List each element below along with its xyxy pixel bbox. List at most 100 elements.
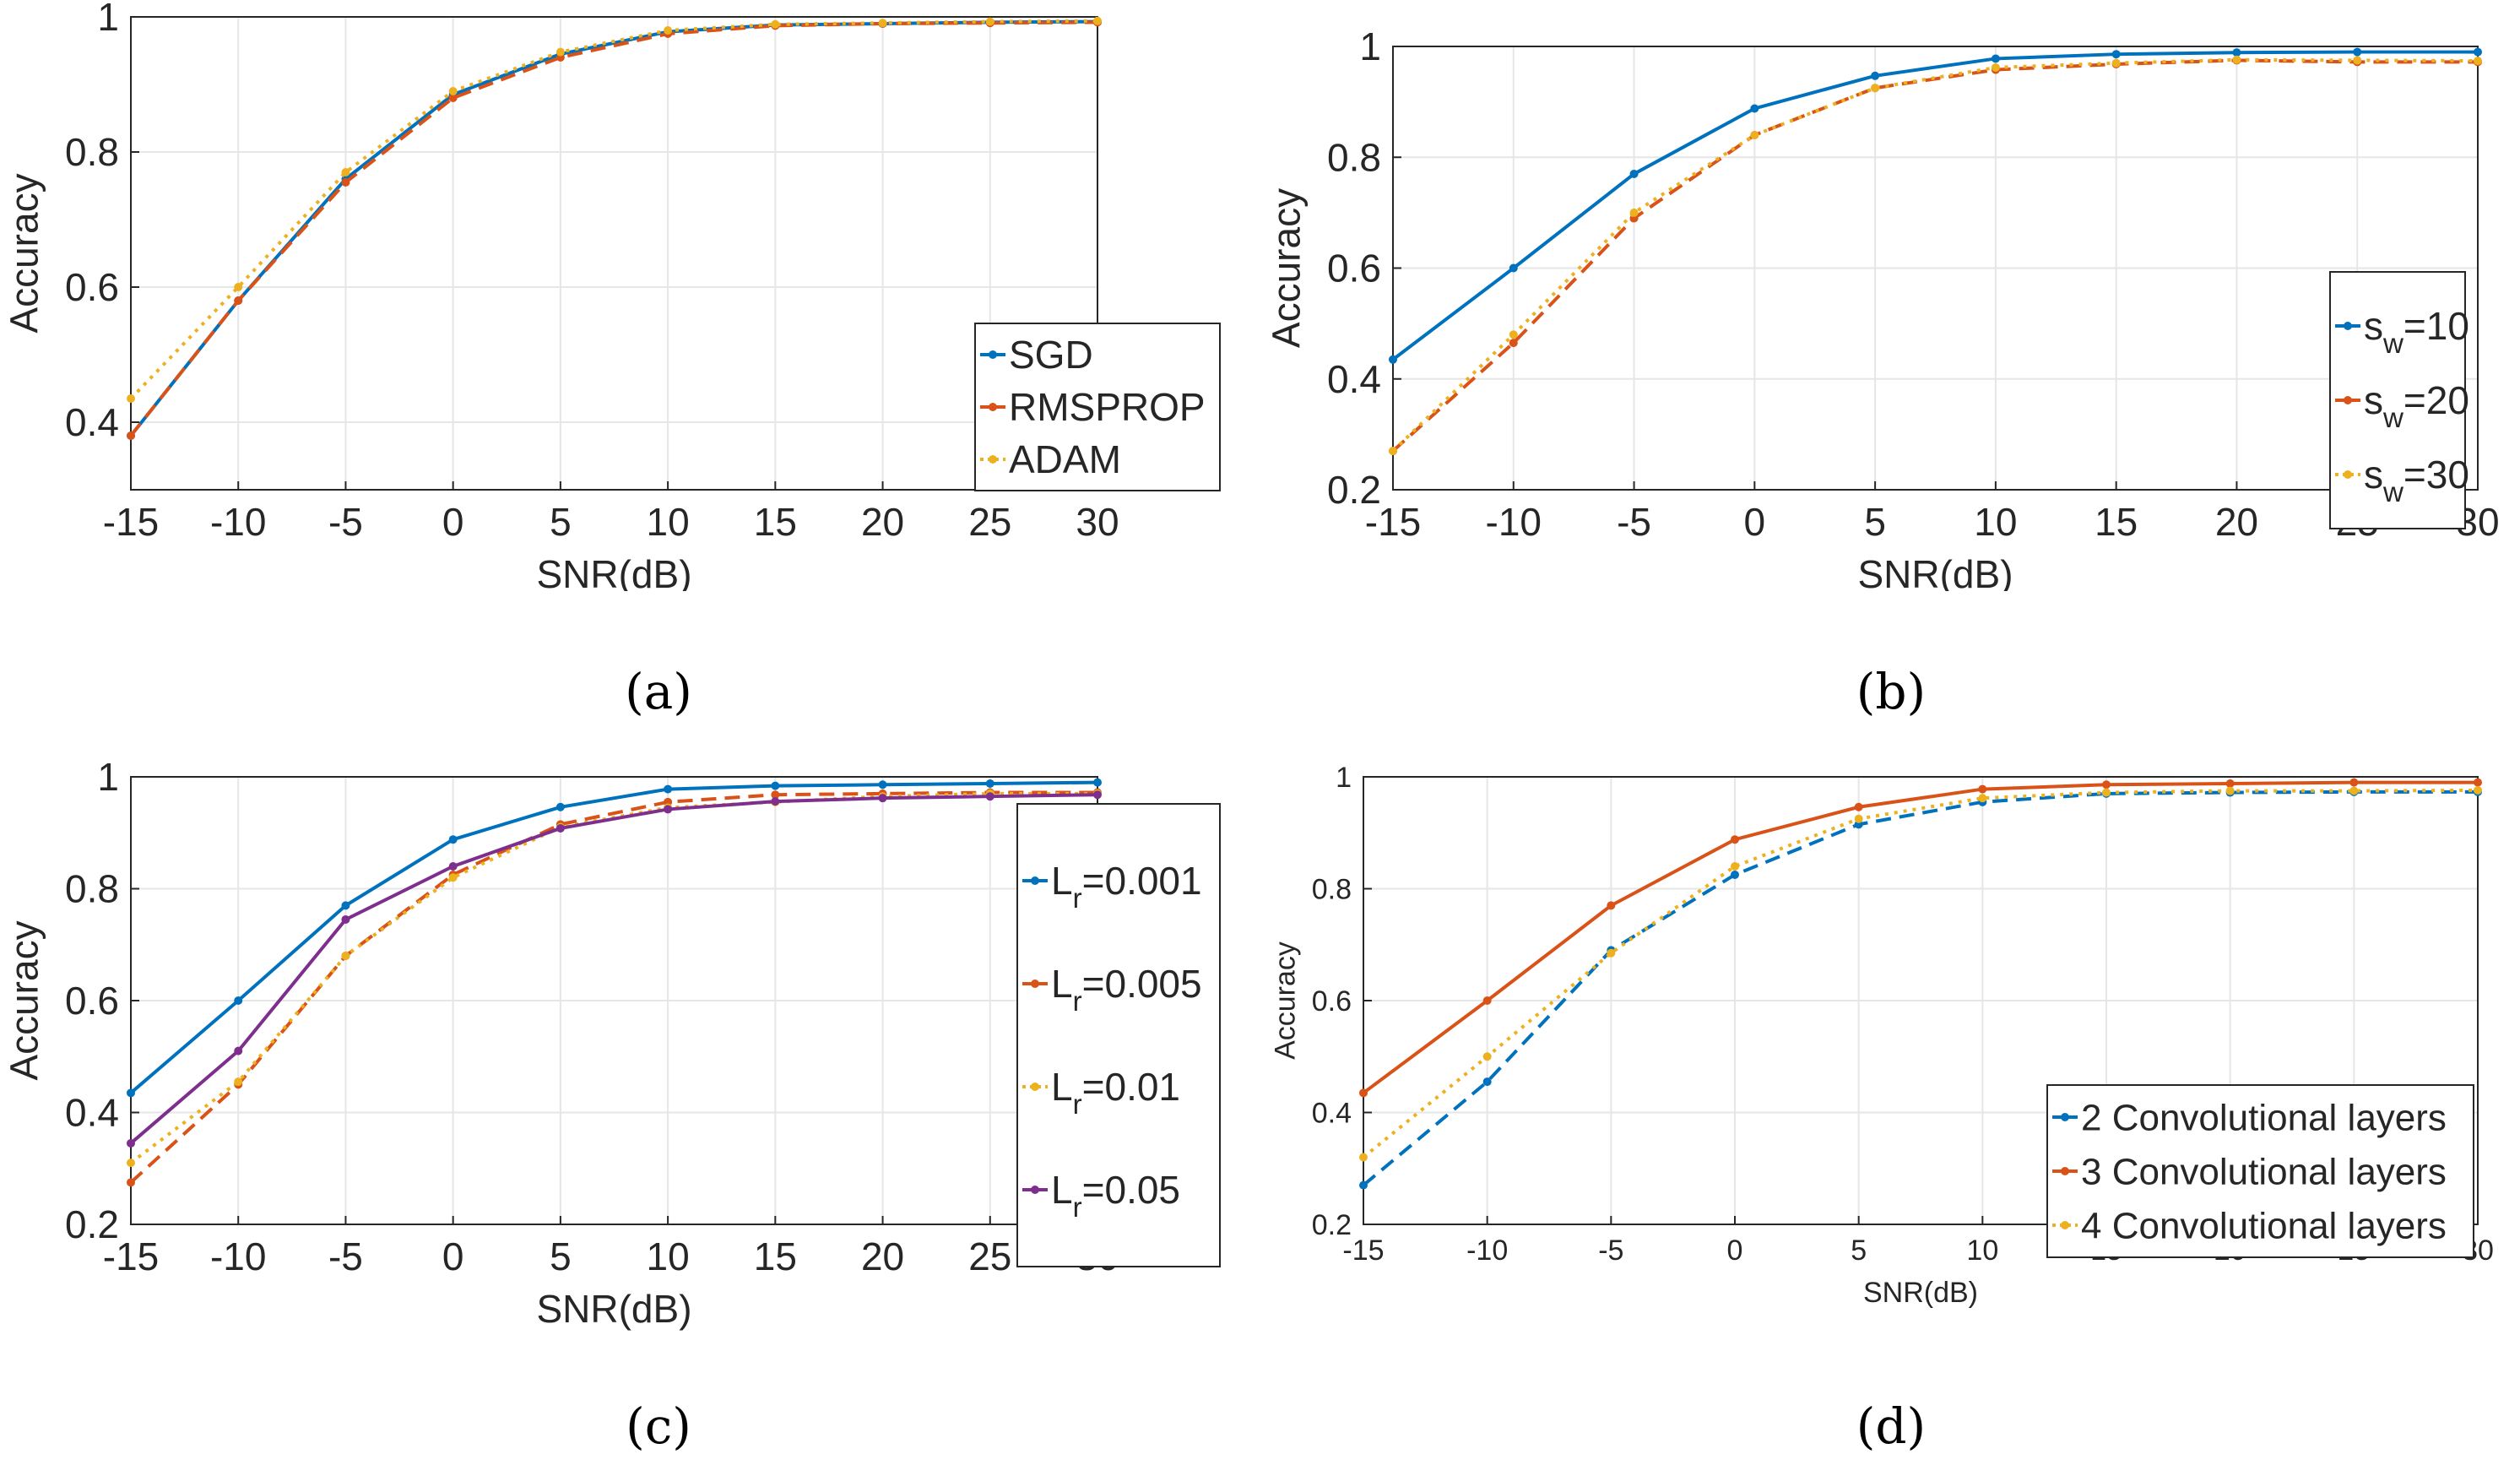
legend-marker [1031, 979, 1039, 988]
x-tick-label: -5 [328, 500, 363, 544]
x-tick-label: 20 [2215, 500, 2258, 544]
data-point [2353, 56, 2362, 65]
y-axis-label: Accuracy [1265, 188, 1309, 348]
data-point [1978, 784, 1987, 794]
series-line [129, 19, 1098, 437]
data-point [341, 901, 350, 910]
x-tick-label: 15 [754, 1235, 797, 1278]
data-point [1991, 62, 2000, 72]
legend-marker [2061, 1167, 2069, 1175]
x-axis-label: SNR(dB) [1863, 1277, 1978, 1309]
data-point [2349, 778, 2359, 787]
y-tick-label: 0.4 [1327, 357, 1381, 401]
data-point [127, 1159, 135, 1168]
data-point [448, 87, 458, 95]
x-tick-label: -5 [1617, 500, 1651, 544]
legend-marker [2344, 322, 2352, 330]
data-point [1093, 778, 1102, 787]
chart-panel-b: -15-10-50510152025300.20.40.60.81SNR(dB)… [1265, 24, 2500, 591]
legend-label: ADAM [1009, 437, 1121, 481]
x-tick-label: 15 [754, 500, 797, 544]
x-tick-label: -10 [1466, 1235, 1508, 1267]
series-line [129, 791, 1097, 1164]
x-tick-label: -5 [1598, 1235, 1623, 1267]
y-tick-label: 0.8 [1327, 135, 1381, 179]
data-point [878, 19, 887, 28]
x-tick-label: -5 [328, 1235, 363, 1278]
series-line [129, 20, 1098, 437]
data-point [2474, 778, 2482, 787]
series-line [129, 790, 1097, 1184]
caption-d: (d) [1856, 1397, 1927, 1455]
y-tick-label: 0.8 [65, 130, 119, 174]
legend: Lr=0.001 Lr=0.005 Lr=0.01 Lr=0.05 [1016, 803, 1221, 1267]
data-point [1093, 790, 1102, 800]
data-point [2225, 779, 2235, 788]
data-point [1509, 339, 1518, 348]
x-tick-label: 10 [1966, 1235, 1998, 1267]
y-tick-label: 0.6 [1327, 247, 1381, 290]
series-line [1362, 780, 2478, 1094]
data-point [234, 296, 243, 305]
data-point [2474, 785, 2482, 795]
series-2 [1389, 56, 2482, 456]
series-4 [127, 790, 1102, 1148]
data-point [555, 802, 565, 811]
grid [1392, 46, 2479, 491]
legend-marker [1031, 1083, 1039, 1091]
series-3 [1359, 785, 2482, 1162]
data-point [1093, 16, 1102, 25]
x-tick-label: -15 [1342, 1235, 1384, 1267]
data-point [664, 784, 673, 794]
y-tick-label: 0.8 [65, 867, 119, 911]
data-point [341, 914, 350, 924]
data-point [985, 17, 994, 26]
data-point [127, 1178, 135, 1187]
series-2 [127, 788, 1102, 1187]
legend-label: Lr=0.01 [1051, 1065, 1180, 1121]
x-tick-label: 20 [861, 500, 904, 544]
grid [130, 16, 1098, 490]
legend-marker [2061, 1113, 2069, 1121]
data-point [2474, 57, 2482, 66]
y-tick-label: 0.6 [65, 265, 119, 309]
x-tick-label: -10 [210, 500, 266, 544]
ticks: -15 -10 -5 0 5 10 15 20 25 30 0.4 0.6 0.8 1 [65, 0, 1119, 544]
legend-box [974, 323, 1221, 491]
chart-panel-d: -15-10-50510152025300.20.40.60.81SNR(dB)… [1269, 762, 2494, 1309]
data-point [985, 779, 994, 788]
legend-marker [989, 403, 997, 411]
legend-label: sw=20 [2364, 378, 2469, 434]
legend-marker [2344, 396, 2352, 404]
legend: sw=10 sw=20 sw=30 [2329, 271, 2469, 529]
data-point [1854, 814, 1863, 823]
data-point [127, 1088, 135, 1098]
legend-marker [1031, 876, 1039, 885]
data-point [2232, 48, 2241, 57]
series-line [1391, 57, 2479, 453]
legend-label: SGD [1009, 333, 1093, 377]
y-tick-label: 0.4 [1312, 1097, 1352, 1129]
x-tick-label: 30 [1076, 500, 1119, 544]
data-point [878, 780, 887, 790]
data-point [1750, 104, 1759, 113]
y-tick-label: 1 [97, 0, 119, 39]
legend-label: 4 Convolutional layers [2081, 1205, 2447, 1246]
data-point [2353, 47, 2362, 57]
legend-marker [2061, 1221, 2069, 1229]
data-point [2349, 786, 2359, 795]
y-tick-label: 1 [97, 755, 119, 799]
data-point [1871, 71, 1880, 80]
x-tick-label: 5 [550, 500, 572, 544]
legend: SGD RMSPROP ADAM [974, 323, 1221, 491]
x-tick-label: 0 [1727, 1235, 1743, 1267]
legend-label: RMSPROP [1009, 385, 1206, 429]
data-point [1359, 1088, 1368, 1098]
x-tick-label: 0 [1744, 500, 1766, 544]
x-tick-label: 0 [442, 500, 464, 544]
data-point [2225, 786, 2235, 795]
data-point [2474, 47, 2482, 57]
series-1 [127, 778, 1102, 1098]
